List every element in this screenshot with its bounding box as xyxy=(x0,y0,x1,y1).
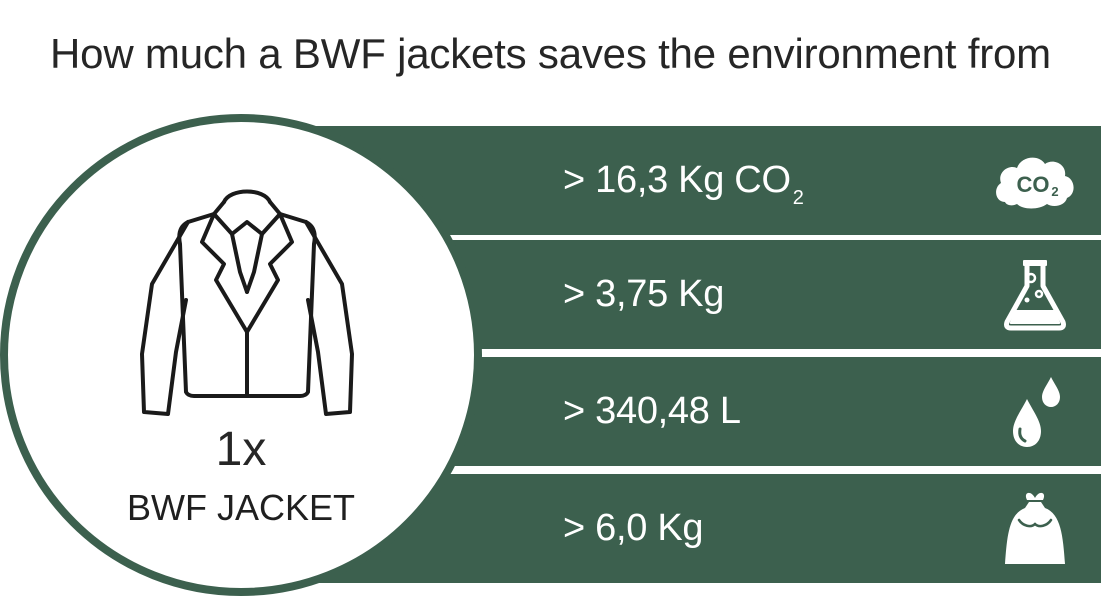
svg-text:2: 2 xyxy=(1051,184,1058,199)
stat-value-water: > 340,48 L xyxy=(563,390,741,432)
stat-value-co2: > 16,3 Kg CO 2 xyxy=(563,159,804,209)
stat-value-chemicals: > 3,75 Kg xyxy=(563,273,725,315)
chemical-flask-icon xyxy=(1004,260,1066,331)
water-drops-icon xyxy=(1013,377,1060,447)
product-circle: 1x BWF JACKET xyxy=(0,114,482,596)
product-name: BWF JACKET xyxy=(126,487,355,528)
product-quantity: 1x xyxy=(215,423,267,476)
jacket-icon xyxy=(140,189,354,416)
co2-cloud-icon: CO 2 xyxy=(996,157,1074,209)
svg-text:CO: CO xyxy=(1017,172,1050,197)
stat-value-waste: > 6,0 Kg xyxy=(563,507,704,549)
waste-bag-icon xyxy=(1005,492,1065,564)
page-title: How much a BWF jackets saves the environ… xyxy=(50,30,1051,77)
